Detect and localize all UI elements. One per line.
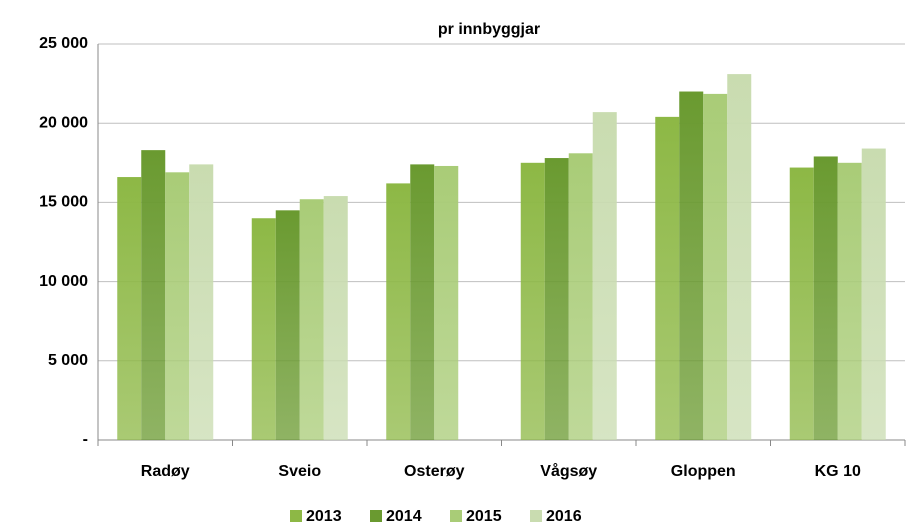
- bar: [703, 93, 728, 441]
- bar: [410, 164, 435, 440]
- bar: [165, 172, 190, 440]
- bar: [189, 164, 214, 440]
- bar: [568, 153, 593, 440]
- x-tick-label: Vågsøy: [540, 462, 597, 480]
- bar: [251, 218, 276, 440]
- bar: [544, 158, 569, 440]
- y-tick-label: -: [83, 431, 88, 448]
- chart-subtitle: pr innbyggjar: [438, 21, 540, 38]
- bar: [679, 91, 704, 441]
- y-tick-label: 15 000: [39, 194, 88, 211]
- bar: [520, 162, 545, 441]
- bar: [861, 148, 886, 440]
- bar: [837, 162, 862, 441]
- x-tick-label: KG 10: [815, 463, 861, 480]
- x-tick-label: Radøy: [141, 463, 190, 480]
- bar: [789, 167, 814, 440]
- bar: [655, 116, 680, 440]
- bar: [117, 177, 142, 440]
- x-tick-label: Sveio: [278, 463, 321, 480]
- bar: [592, 112, 617, 440]
- bar: [813, 156, 838, 441]
- legend-label: 2014: [386, 508, 422, 524]
- legend-swatch: [530, 510, 542, 522]
- y-tick-label: 25 000: [39, 35, 88, 52]
- bar: [323, 196, 348, 440]
- y-tick-label: 10 000: [39, 273, 88, 290]
- y-tick-label: 20 000: [39, 114, 88, 131]
- y-tick-label: 5 000: [48, 352, 88, 369]
- legend-swatch: [370, 510, 382, 522]
- x-tick-label: Osterøy: [404, 463, 465, 480]
- legend-label: 2013: [306, 508, 342, 524]
- bar: [727, 74, 752, 440]
- legend-label: 2015: [466, 508, 502, 524]
- bar: [386, 183, 411, 440]
- bar: [434, 165, 459, 440]
- legend-label: 2016: [546, 508, 582, 524]
- bar: [141, 150, 166, 441]
- legend-swatch: [450, 510, 462, 522]
- x-tick-label: Gloppen: [671, 463, 736, 480]
- legend-swatch: [290, 510, 302, 522]
- bar: [299, 199, 324, 440]
- bar: [275, 210, 300, 440]
